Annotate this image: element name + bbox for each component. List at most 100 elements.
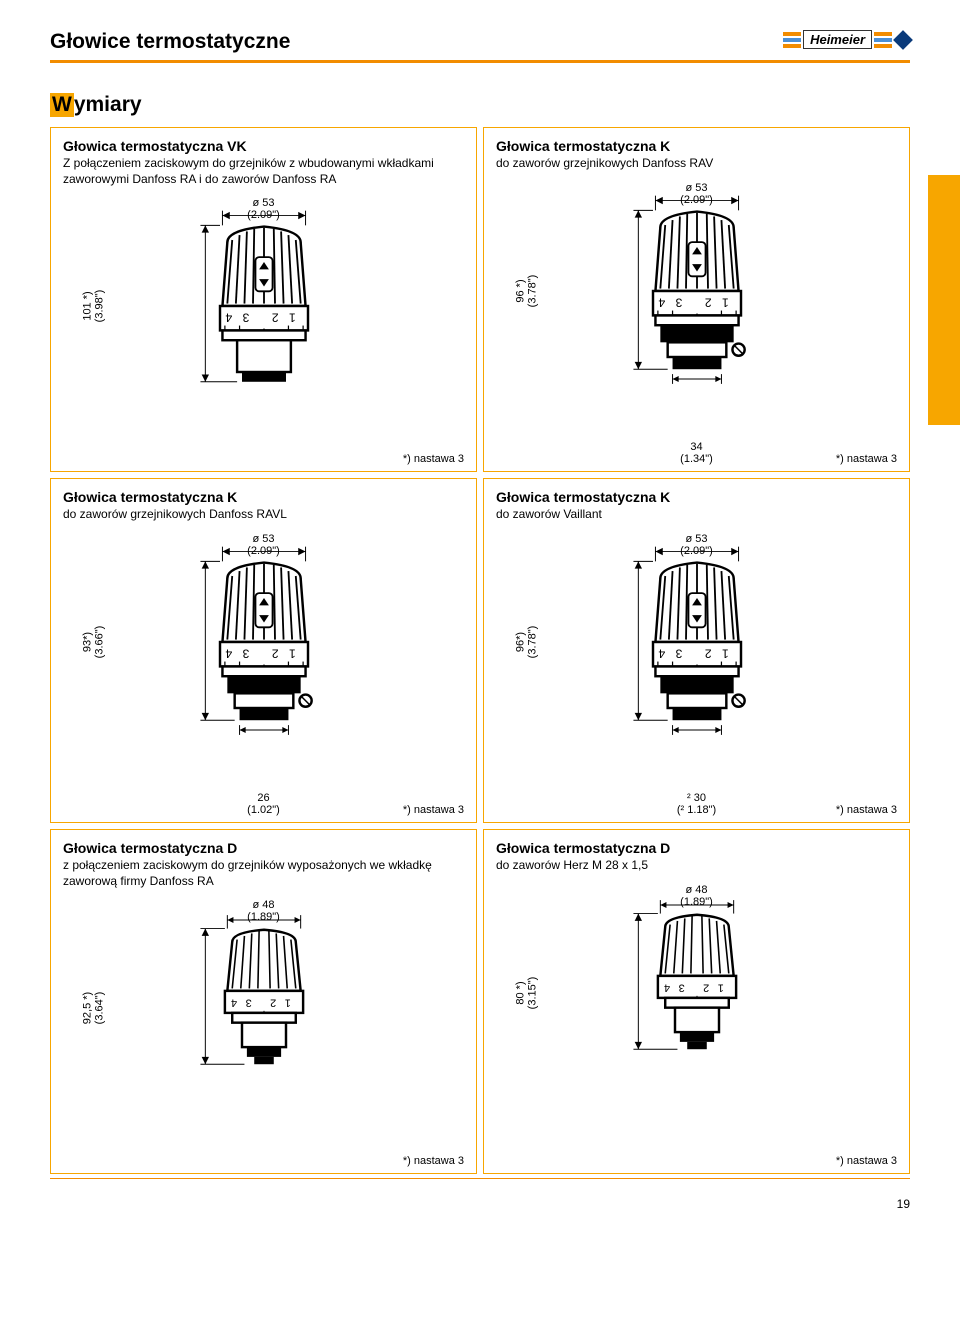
bottom-dim-inch: (1.34") <box>680 453 713 465</box>
top-dim-inch: (1.89") <box>247 911 280 923</box>
dimension-card: Głowica termostatyczna Kdo zaworów grzej… <box>50 478 477 823</box>
logo-bar <box>783 32 801 36</box>
bottom-dim-inch: (1.02") <box>247 804 280 816</box>
top-dim-inch: (1.89") <box>680 896 713 908</box>
note-row: ² 30(² 1.18")*) nastawa 3 <box>496 804 897 816</box>
valve-drawing <box>164 532 364 752</box>
v-dim-val: 96 *) <box>514 279 526 302</box>
page-header: Głowice termostatyczne Heimeier <box>50 30 910 54</box>
card-title: Głowica termostatyczna K <box>63 489 464 505</box>
diagram: ø 48(1.89") 80 *)(3.15") <box>496 878 897 1108</box>
logo-bar <box>874 44 892 48</box>
top-dim-inch: (2.09") <box>680 194 713 206</box>
brand-logo: Heimeier <box>783 30 910 49</box>
note-text: *) nastawa 3 <box>403 453 464 465</box>
v-dim-inch: (3.15") <box>526 976 538 1009</box>
note-row: *) nastawa 3 <box>63 453 464 465</box>
top-dimension: ø 48(1.89") <box>680 884 713 908</box>
dimension-card: Głowica termostatyczna K do zaworów grzej… <box>483 127 910 472</box>
top-dim-val: ø 53 <box>252 197 274 209</box>
valve-drawing <box>597 532 797 752</box>
page-title: Głowice termostatyczne <box>50 30 290 54</box>
top-dim-inch: (2.09") <box>680 545 713 557</box>
bottom-dim-val: ² 30 <box>687 792 706 804</box>
diagram: ø 48(1.89") 92,5 *)(3.64") <box>63 893 464 1123</box>
top-dimension: ø 48(1.89") <box>247 899 280 923</box>
top-dim-val: ø 53 <box>685 182 707 194</box>
cards-grid: Głowica termostatyczna VK Z połączeniem z… <box>50 127 910 1174</box>
note-text: *) nastawa 3 <box>836 804 897 816</box>
valve-drawing <box>164 898 364 1118</box>
note-row: 26(1.02")*) nastawa 3 <box>63 804 464 816</box>
logo-bars-left <box>783 32 801 48</box>
card-subtitle: z połączeniem zaciskowym do grzejników w… <box>63 858 464 889</box>
logo-bar <box>874 38 892 42</box>
bottom-dim-val: 34 <box>690 441 702 453</box>
note-row: 34(1.34")*) nastawa 3 <box>496 453 897 465</box>
v-dim-val: 101 *) <box>81 292 93 321</box>
vertical-dimension: 93*)(3.66") <box>81 625 105 658</box>
card-subtitle: do zaworów Vaillant <box>496 507 897 523</box>
v-dim-val: 93*) <box>81 632 93 652</box>
bottom-dimension: ² 30(² 1.18") <box>677 792 716 816</box>
diagram: ø 53(2.09") 96*)(3.78") <box>496 527 897 757</box>
card-title: Głowica termostatyczna K <box>496 138 897 154</box>
v-dim-val: 80 *) <box>514 981 526 1004</box>
v-dim-inch: (3.78") <box>526 274 538 307</box>
section-letter: W <box>50 93 74 117</box>
diagram: ø 53(2.09") 93*)(3.66") <box>63 527 464 757</box>
section-rest: ymiary <box>74 93 142 116</box>
footer-rule <box>50 1178 910 1179</box>
section-title: Wymiary <box>50 93 910 117</box>
v-dim-inch: (3.98") <box>93 290 105 323</box>
valve-drawing <box>164 196 364 416</box>
logo-diamond-icon <box>893 30 913 50</box>
vertical-dimension: 80 *)(3.15") <box>514 976 538 1009</box>
top-dim-val: ø 53 <box>685 533 707 545</box>
top-dim-val: ø 48 <box>685 884 707 896</box>
diagram: ø 53(2.09") 96 *)(3.78") <box>496 176 897 406</box>
note-row: *) nastawa 3 <box>496 1155 897 1167</box>
header-rule <box>50 60 910 63</box>
bottom-dim-inch: (² 1.18") <box>677 804 716 816</box>
top-dimension: ø 53(2.09") <box>247 197 280 221</box>
logo-bar <box>783 44 801 48</box>
logo-bars-right <box>874 32 892 48</box>
dimension-card: Głowica termostatyczna VK Z połączeniem z… <box>50 127 477 472</box>
note-text: *) nastawa 3 <box>403 804 464 816</box>
v-dim-inch: (3.78") <box>526 625 538 658</box>
top-dim-val: ø 48 <box>252 899 274 911</box>
top-dimension: ø 53(2.09") <box>247 533 280 557</box>
card-title: Głowica termostatyczna D <box>63 840 464 856</box>
note-row: *) nastawa 3 <box>63 1155 464 1167</box>
diagram: ø 53(2.09") 101 *)(3.98") <box>63 191 464 421</box>
bottom-dim-val: 26 <box>257 792 269 804</box>
top-dim-val: ø 53 <box>252 533 274 545</box>
vertical-dimension: 92,5 *)(3.64") <box>81 992 105 1025</box>
top-dimension: ø 53(2.09") <box>680 182 713 206</box>
card-subtitle: do zaworów grzejnikowych Danfoss RAV <box>496 156 897 172</box>
vertical-dimension: 96 *)(3.78") <box>514 274 538 307</box>
bottom-dimension: 26(1.02") <box>247 792 280 816</box>
card-subtitle: Z połączeniem zaciskowym do grzejników z… <box>63 156 464 187</box>
side-tab <box>928 175 960 425</box>
vertical-dimension: 96*)(3.78") <box>514 625 538 658</box>
logo-bar <box>874 32 892 36</box>
vertical-dimension: 101 *)(3.98") <box>81 290 105 323</box>
v-dim-inch: (3.66") <box>93 625 105 658</box>
v-dim-inch: (3.64") <box>93 992 105 1025</box>
card-title: Głowica termostatyczna K <box>496 489 897 505</box>
card-title: Głowica termostatyczna VK <box>63 138 464 154</box>
bottom-dimension: 34(1.34") <box>680 441 713 465</box>
note-text: *) nastawa 3 <box>836 1155 897 1167</box>
v-dim-val: 96*) <box>514 632 526 652</box>
dimension-card: Głowica termostatyczna Ddo zaworów Herz … <box>483 829 910 1174</box>
valve-drawing <box>597 883 797 1103</box>
page-number: 19 <box>50 1197 910 1211</box>
logo-text: Heimeier <box>803 30 872 49</box>
top-dim-inch: (2.09") <box>247 209 280 221</box>
dimension-card: Głowica termostatyczna D z połączeniem za… <box>50 829 477 1174</box>
v-dim-val: 92,5 *) <box>81 992 93 1024</box>
logo-bar <box>783 38 801 42</box>
top-dim-inch: (2.09") <box>247 545 280 557</box>
